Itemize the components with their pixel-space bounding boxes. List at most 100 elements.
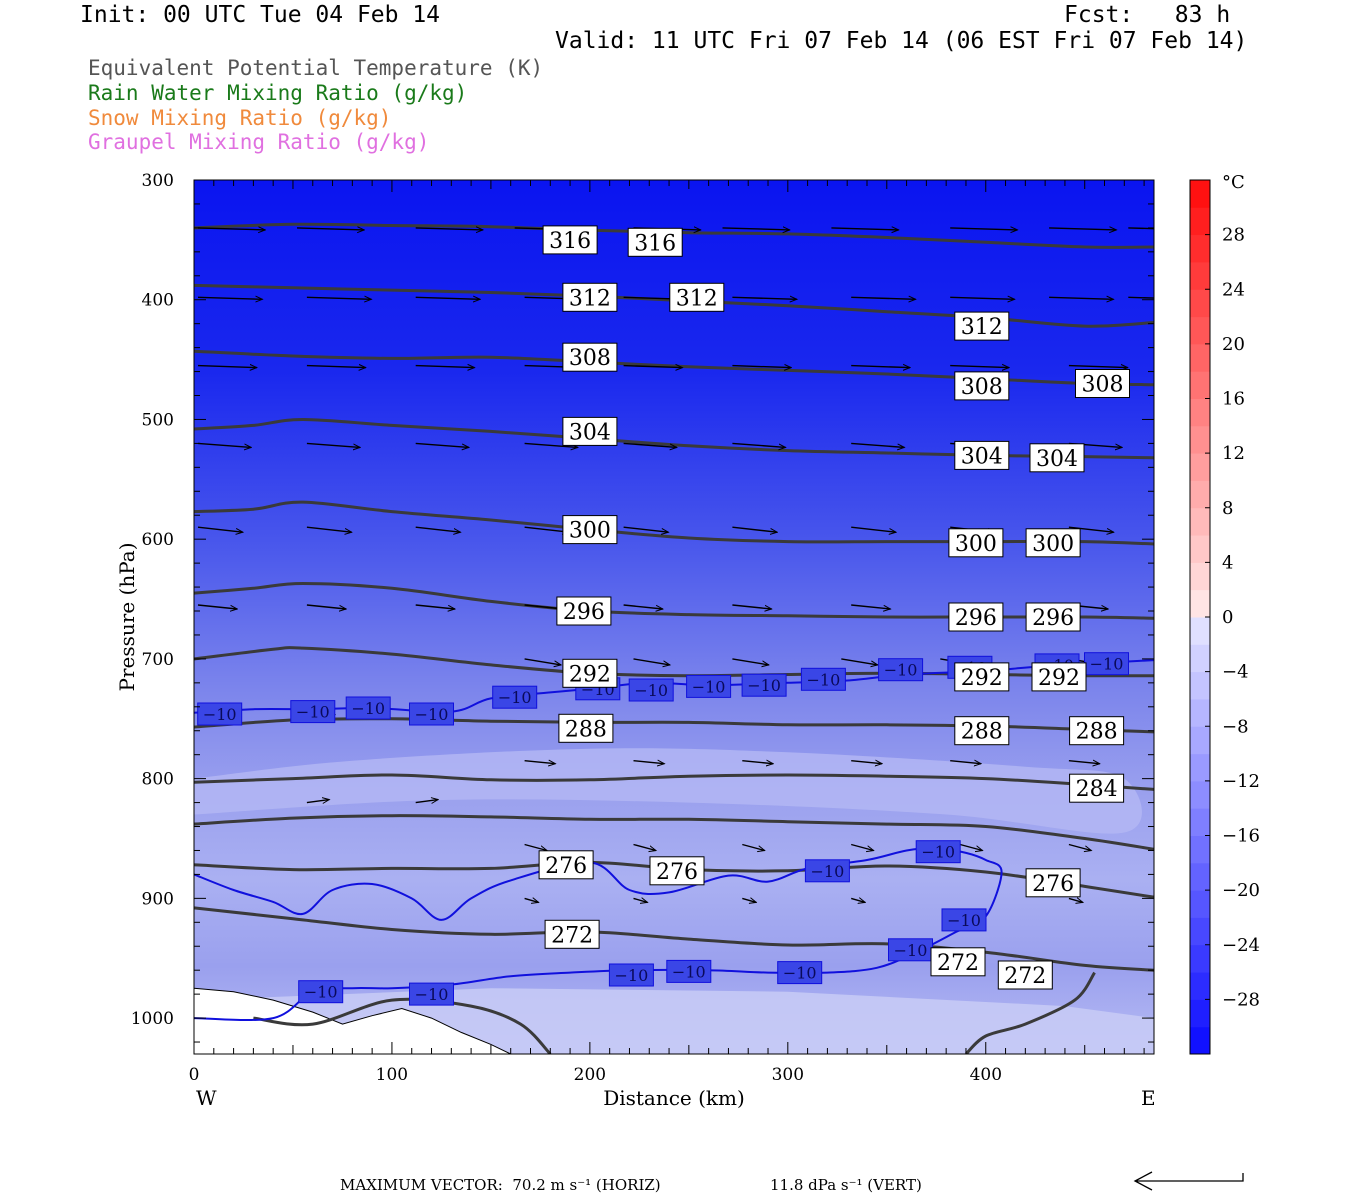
colorbar-tick-label: −16 [1222,826,1260,847]
wind-vector [732,442,785,447]
theta-e-label: 284 [1076,777,1118,802]
theta-e-label-box [562,342,618,372]
isotherm-label-box [878,658,924,682]
wind-vector [633,658,670,665]
west-label: W [196,1086,217,1110]
wind-vector [296,228,364,230]
isotherm-label: −10 [947,911,981,930]
theta-e-label: 300 [569,519,611,544]
colorbar-swatch [1190,835,1210,864]
theta-e-label-box [627,227,683,257]
theta-e-label-box [954,440,1010,470]
wind-vector [524,526,570,532]
wind-vector [742,898,756,902]
theta-e-label: 288 [1076,720,1118,745]
wind-vector [415,228,483,230]
wind-vector [306,297,371,299]
wind-vector [524,843,547,851]
isotherm-label: −10 [498,688,532,707]
y-tick-label: 900 [142,889,174,909]
wind-vector [742,843,764,851]
wind-vector [851,297,915,299]
isotherm-label: −10 [203,705,237,724]
wind-vector [306,442,360,447]
theta-e-contour [964,971,1096,1054]
colorbar-swatch [1190,480,1210,509]
forecast-hour: Fcst: 83 h [1064,2,1231,28]
colorbar-swatch [1190,425,1210,454]
theta-e-label: 292 [1038,666,1080,691]
y-tick-label: 400 [142,291,174,311]
theta-e-label: 276 [545,854,587,879]
wind-vector [306,800,329,803]
colorbar-tick-label: −24 [1222,935,1260,956]
colorbar-tick-label: 24 [1222,279,1245,300]
theta-e-label-box [1075,369,1130,398]
wind-vector [415,604,455,609]
isotherm-label-box [608,963,654,987]
field-snow: Snow Mixing Ratio (g/kg) [88,106,392,130]
colorbar-swatch [1190,671,1210,700]
theta-e-label: 304 [1036,447,1078,472]
colorbar-swatch [1190,507,1210,536]
theta-e-label: 276 [656,860,698,885]
theta-e-label-box [954,371,1010,401]
x-tick-label: 400 [970,1065,1002,1085]
theta-e-label-box [544,919,600,949]
y-axis-title: Pressure (hPa) [115,543,139,692]
theta-e-label: 312 [569,286,611,311]
isotherm-label: −10 [894,941,928,960]
colorbar-swatch [1190,917,1210,946]
isotherm-label-box [666,959,712,983]
theta-e-label: 272 [1004,964,1046,989]
wind-vector [524,761,556,764]
isotherm-label: −10 [884,661,918,680]
x-tick-label: 200 [574,1065,606,1085]
wind-vector [732,604,771,609]
isotherm-label-box [298,980,344,1004]
theta-e-label-box [1069,773,1125,803]
wind-vector [1068,366,1128,368]
theta-e-label-box [954,716,1010,746]
wind-vector [633,761,665,764]
colorbar [1189,179,1211,1055]
wind-vector [1068,761,1100,764]
isotherm-label-box [800,667,846,691]
isotherm-label: −10 [1090,655,1124,674]
isotherm-label-box [197,702,243,726]
wind-vector [415,366,475,368]
x-tick-label: 300 [772,1065,804,1085]
isotherm-label-box [686,674,732,698]
colorbar-swatch [1190,1026,1210,1055]
colorbar-swatch [1190,289,1210,318]
wind-vector [623,604,663,609]
init-time: Init: 00 UTC Tue 04 Feb 14 [80,2,441,28]
theta-e-label-box [1069,716,1125,746]
colorbar-swatch [1190,944,1210,973]
theta-e-contour [194,906,1154,972]
theta-e-label: 296 [563,600,605,625]
theta-e-label-box [562,416,618,446]
wind-vector [1128,296,1154,299]
cross-section-chart: −10 −10 −10 −10−10 −10 −10 −10 −10 −10−10 −10−10−… [115,171,1260,1110]
wind-vector [1049,297,1113,299]
isotherm-label-box [915,840,961,864]
wind-vector [415,442,469,447]
colorbar-swatch [1190,261,1210,290]
colorbar-tick-label: −8 [1222,716,1249,737]
y-tick-label: 300 [142,171,174,191]
colorbar-tick-label: 12 [1222,443,1245,464]
theta-e-contour [194,814,1154,851]
wind-vector [851,898,865,902]
wind-vector [851,366,910,368]
theta-e-label-box [997,960,1053,990]
isotherm-label-box [290,700,336,724]
colorbar-swatch [1190,535,1210,563]
wind-vector [1068,526,1114,532]
colorbar-swatch [1190,890,1210,918]
colorbar-tick-label: 8 [1222,498,1233,519]
wind-vector [732,526,777,532]
isotherm-label-box [941,908,987,932]
colorbar-tick-label: −12 [1222,771,1260,792]
colorbar-tick-label: 16 [1222,389,1245,410]
